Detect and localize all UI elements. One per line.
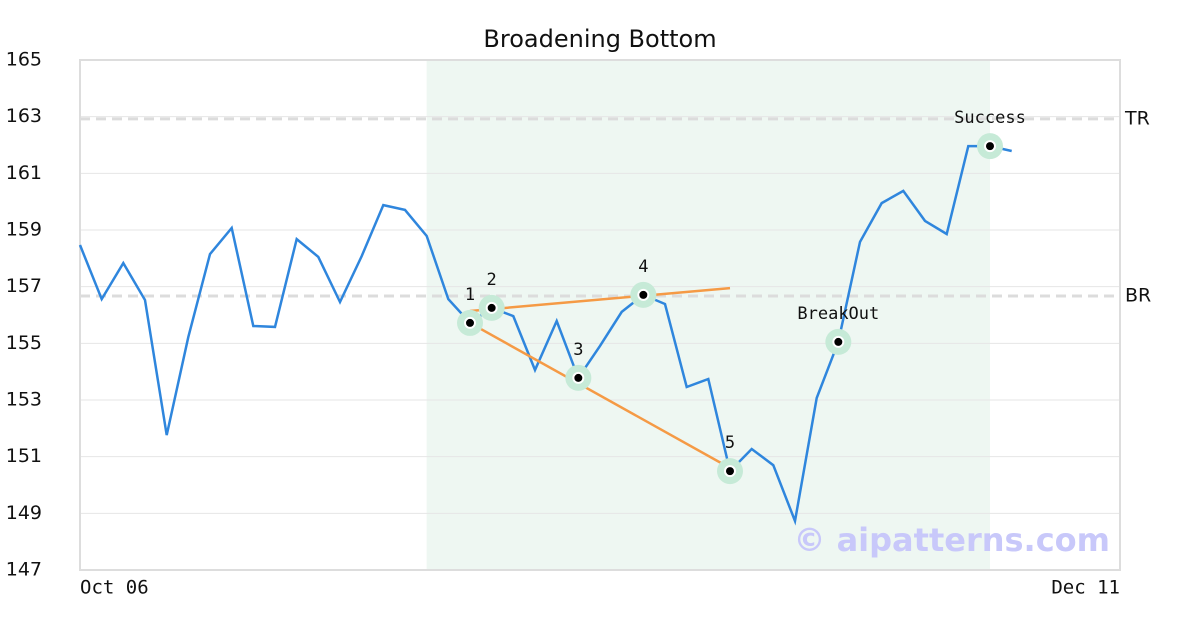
point-dot [984, 140, 996, 153]
highlight-band [426, 60, 991, 570]
price-line [78, 144, 1012, 526]
watermark: © aipatterns.com [793, 521, 1110, 559]
y-tick-label: 155 [6, 332, 42, 354]
y-tick-label: 153 [6, 389, 42, 411]
trend-line [469, 321, 731, 470]
point-dot [724, 465, 736, 478]
trend-line [469, 286, 731, 313]
x-tick-label: Oct 06 [80, 577, 149, 599]
point-dot [572, 371, 585, 384]
y-tick-label: 163 [6, 105, 42, 127]
point-dot [485, 301, 498, 314]
point-label: 1 [465, 285, 475, 305]
point-label: 3 [573, 340, 583, 360]
y-tick-label: 149 [6, 502, 42, 524]
x-tick-label: Dec 11 [1051, 577, 1120, 599]
level-label: TR [1124, 107, 1150, 129]
point-label: 4 [638, 257, 648, 277]
chart-title: Broadening Bottom [483, 25, 716, 53]
y-tick-label: 147 [6, 559, 42, 581]
y-tick-label: 151 [6, 445, 42, 467]
y-tick-label: 161 [6, 162, 42, 184]
y-tick-label: 159 [6, 219, 42, 241]
y-tick-label: 157 [6, 275, 42, 297]
y-tick-label: 165 [6, 49, 42, 71]
point-label: 2 [487, 270, 497, 290]
point-label: Success [954, 108, 1026, 128]
plot-frame [79, 59, 1121, 571]
level-label: BR [1125, 285, 1151, 307]
point-label: 5 [725, 433, 735, 453]
point-dot [832, 335, 845, 348]
point-label: BreakOut [797, 304, 879, 324]
point-dot [464, 316, 476, 329]
point-dot [637, 288, 650, 301]
